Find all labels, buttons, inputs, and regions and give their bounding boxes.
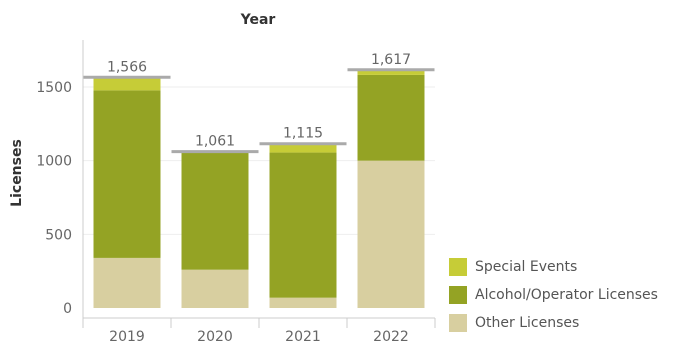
bar-segment-alcohol-operator-licenses xyxy=(357,74,425,161)
legend-swatch xyxy=(449,286,467,304)
bar-segment-other-licenses xyxy=(181,269,249,308)
total-data-label: 1,617 xyxy=(371,52,411,68)
legend-item-special-events[interactable]: Special Events xyxy=(449,258,658,276)
legend-item-other-licenses[interactable]: Other Licenses xyxy=(449,314,658,332)
legend-swatch xyxy=(449,314,467,332)
bar-segment-other-licenses xyxy=(93,257,161,308)
bar-segment-other-licenses xyxy=(357,160,425,308)
y-tick-label: 500 xyxy=(45,227,72,243)
legend-swatch xyxy=(449,258,467,276)
bar-segment-other-licenses xyxy=(269,297,337,308)
legend-label: Alcohol/Operator Licenses xyxy=(475,287,658,303)
chart-legend: Special Events Alcohol/Operator Licenses… xyxy=(449,258,658,342)
bar-segment-special-events xyxy=(357,69,425,75)
y-tick-label: 1500 xyxy=(36,80,72,96)
x-tick-label: 2020 xyxy=(197,329,233,345)
bar-segment-special-events xyxy=(269,143,337,153)
x-tick-label: 2021 xyxy=(285,329,321,345)
bar-segment-alcohol-operator-licenses xyxy=(269,152,337,298)
y-axis-title: Licenses xyxy=(9,139,25,207)
y-tick-label: 0 xyxy=(63,301,72,317)
bar-segment-alcohol-operator-licenses xyxy=(181,152,249,270)
x-tick-label: 2019 xyxy=(109,329,145,345)
legend-item-alcohol-operator[interactable]: Alcohol/Operator Licenses xyxy=(449,286,658,304)
bar-segment-special-events xyxy=(93,77,161,91)
legend-label: Other Licenses xyxy=(475,315,580,331)
chart-title: Year xyxy=(240,12,276,28)
y-tick-label: 1000 xyxy=(36,154,72,170)
bar-segment-alcohol-operator-licenses xyxy=(93,90,161,258)
x-tick-label: 2022 xyxy=(373,329,409,345)
total-data-label: 1,566 xyxy=(107,59,147,75)
total-data-label: 1,061 xyxy=(195,134,235,150)
legend-label: Special Events xyxy=(475,259,578,275)
total-data-label: 1,115 xyxy=(283,126,323,142)
